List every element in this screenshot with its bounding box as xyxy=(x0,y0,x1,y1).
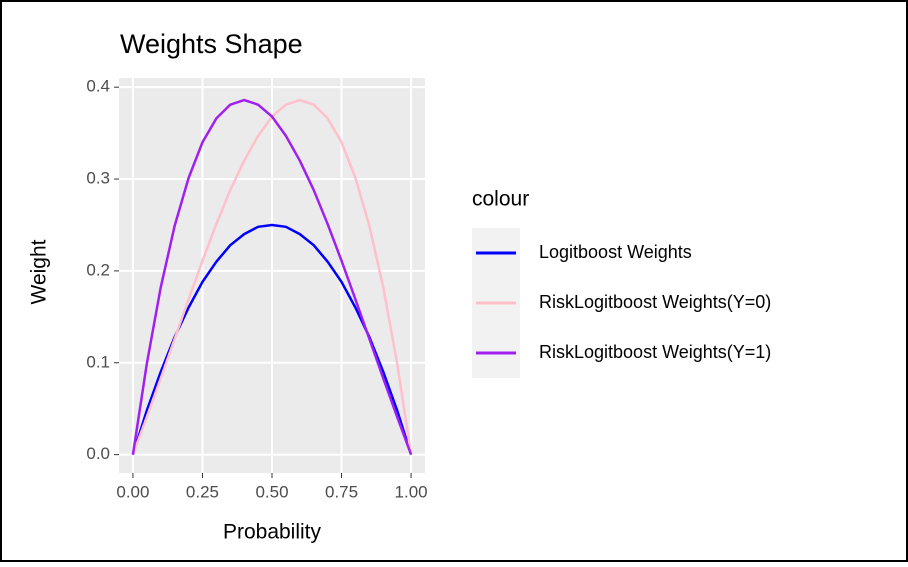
legend-label: RiskLogitboost Weights(Y=1) xyxy=(539,342,771,362)
x-tick-label: 0.75 xyxy=(325,482,358,501)
y-tick-label: 0.2 xyxy=(86,260,110,279)
y-tick-label: 0.0 xyxy=(86,444,110,463)
legend-label: Logitboost Weights xyxy=(539,242,692,262)
x-tick-label: 0.25 xyxy=(186,482,219,501)
x-tick-label: 1.00 xyxy=(395,482,428,501)
y-axis-label: Weight xyxy=(28,239,51,304)
y-tick-label: 0.1 xyxy=(86,352,110,371)
chart-title: Weights Shape xyxy=(120,29,303,59)
x-tick-label: 0.00 xyxy=(116,482,149,501)
x-axis-label: Probability xyxy=(223,521,322,544)
y-tick-label: 0.3 xyxy=(86,169,110,188)
y-tick-label: 0.4 xyxy=(86,77,110,96)
series-line xyxy=(131,98,413,456)
x-tick-label: 0.50 xyxy=(255,482,288,501)
legend-label: RiskLogitboost Weights(Y=0) xyxy=(539,292,771,312)
legend-title: colour xyxy=(472,188,529,211)
